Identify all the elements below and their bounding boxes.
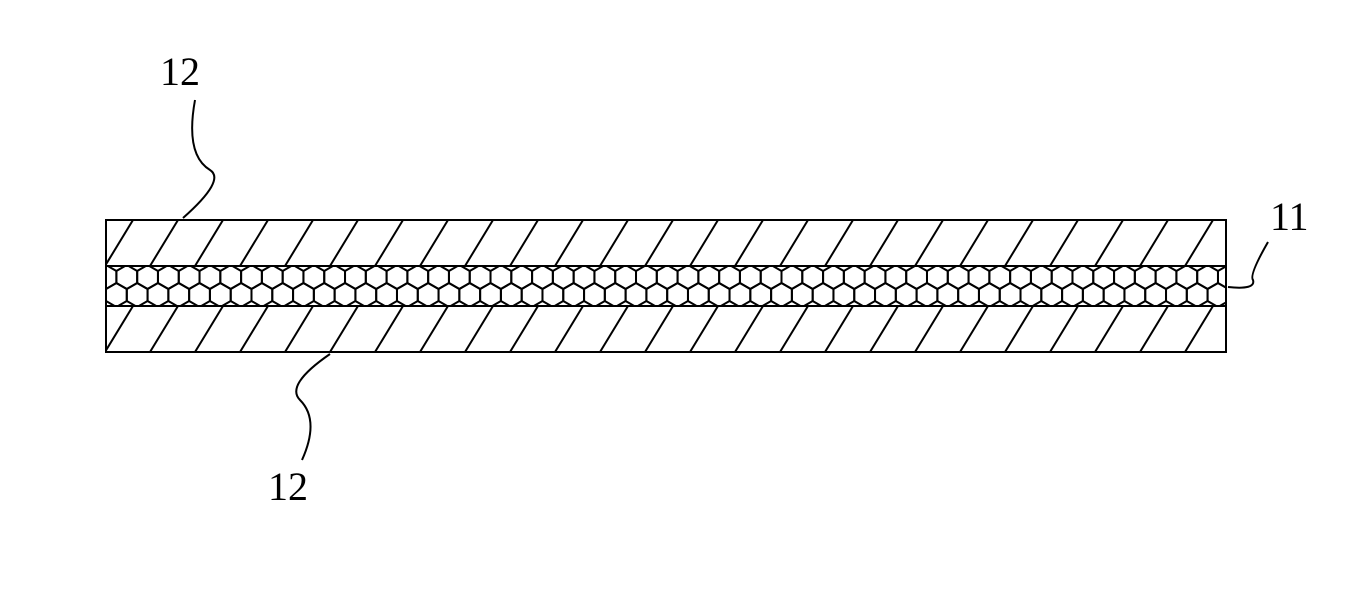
label-12-bottom: 12 <box>268 464 308 509</box>
label-11: 11 <box>1270 194 1309 239</box>
cross-section-diagram: 12 11 12 <box>0 0 1364 589</box>
callout-labels: 12 11 12 <box>160 49 1309 509</box>
middle-honeycomb-layer <box>75 265 1270 307</box>
bottom-hatch-layer <box>60 306 1258 352</box>
label-12-top: 12 <box>160 49 200 94</box>
top-hatch-layer <box>60 220 1258 266</box>
